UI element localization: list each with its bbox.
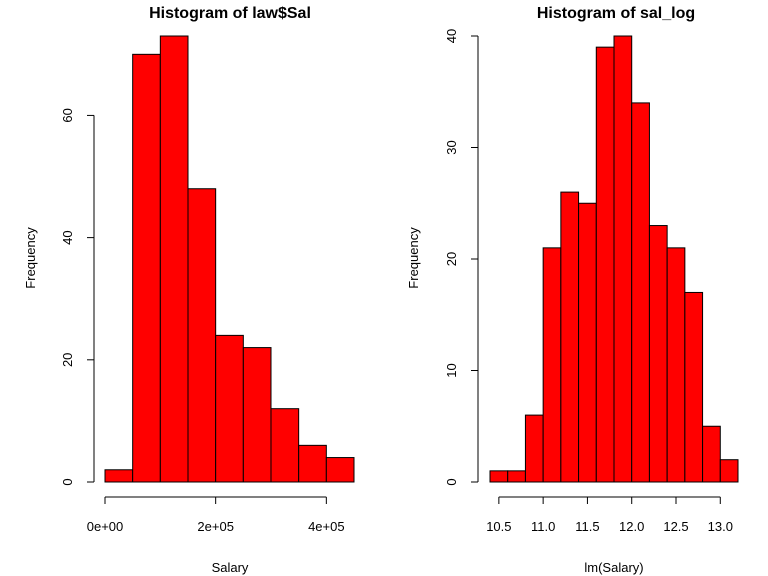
histogram-bar	[132, 53, 161, 483]
histogram-bar	[578, 202, 597, 483]
y-tick-label: 60	[60, 108, 75, 122]
histogram-bar	[684, 291, 704, 483]
x-tick-label: 13.0	[708, 519, 733, 534]
x-tick-label: 0e+00	[87, 519, 124, 534]
x-axis-label: lm(Salary)	[584, 560, 643, 575]
y-axis-label: Frequency	[406, 227, 421, 289]
histogram-bar	[159, 35, 189, 483]
histogram-bar	[702, 425, 721, 483]
histogram-bar	[270, 408, 300, 483]
x-tick-label: 12.0	[619, 519, 644, 534]
histogram-bar	[542, 247, 562, 483]
y-tick-label: 40	[60, 230, 75, 244]
histogram-bar	[613, 35, 633, 483]
histogram-bar	[187, 188, 217, 483]
bar-group	[104, 35, 355, 483]
x-axis: 10.5 11.0 11.5 12.0 12.5 13.0	[486, 496, 733, 534]
histogram-bar	[648, 225, 668, 483]
x-tick-label: 4e+05	[308, 519, 345, 534]
x-tick-label: 11.5	[575, 519, 599, 534]
histogram-bar	[524, 414, 544, 483]
histogram-bar	[215, 334, 244, 483]
histogram-panel-salary: Histogram of law$Sal Salary Frequency 0e…	[23, 5, 355, 575]
histogram-bar	[666, 247, 686, 483]
histogram-bar	[719, 459, 739, 483]
histogram-bar	[560, 191, 580, 483]
histogram-bar	[104, 469, 134, 483]
y-tick-label: 10	[444, 363, 459, 377]
y-tick-label: 40	[444, 29, 459, 43]
y-tick-label: 30	[444, 140, 459, 154]
y-tick-label: 20	[444, 252, 459, 266]
histogram-panel-log-salary: Histogram of sal_log lm(Salary) Frequenc…	[406, 5, 739, 575]
y-tick-label: 20	[60, 353, 75, 367]
x-axis-label: Salary	[212, 560, 249, 575]
histogram-bar	[242, 347, 272, 483]
y-tick-label: 0	[444, 478, 459, 485]
x-tick-label: 10.5	[486, 519, 511, 534]
histogram-bar	[595, 46, 615, 483]
y-axis: 0 10 20 30 40	[444, 29, 479, 486]
x-tick-label: 11.0	[531, 519, 555, 534]
y-axis-label: Frequency	[23, 227, 38, 289]
x-tick-label: 12.5	[663, 519, 688, 534]
histogram-bar	[325, 457, 355, 483]
chart-title: Histogram of law$Sal	[149, 5, 311, 22]
bar-group	[489, 35, 739, 483]
histogram-bar	[489, 470, 509, 483]
histogram-bar	[298, 444, 327, 483]
y-tick-label: 0	[60, 478, 75, 485]
x-tick-label: 2e+05	[197, 519, 234, 534]
histogram-bar	[631, 102, 650, 483]
chart-title: Histogram of sal_log	[537, 5, 695, 22]
histogram-bar	[507, 470, 526, 483]
y-axis: 0 20 40 60	[60, 108, 95, 486]
x-axis: 0e+00 2e+05 4e+05	[87, 496, 345, 534]
